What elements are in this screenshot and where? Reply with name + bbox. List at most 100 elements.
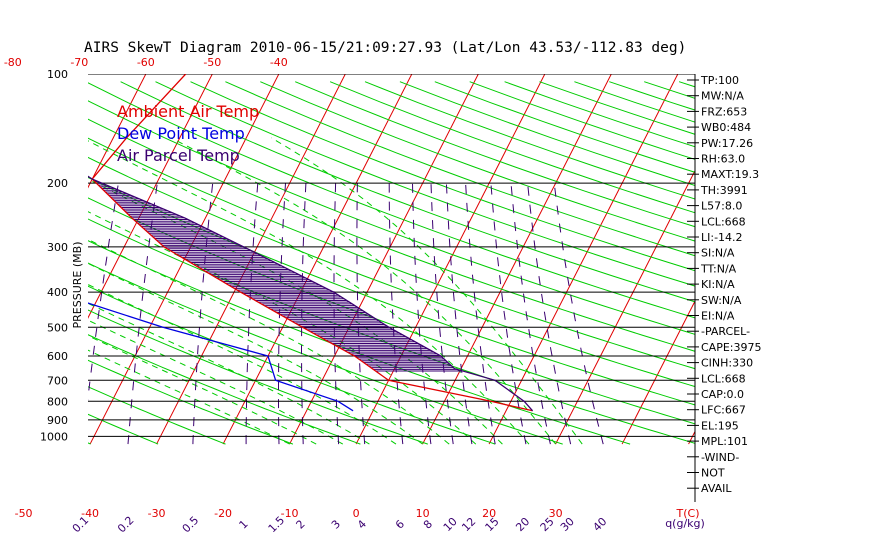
- dry-adiabat-line: [225, 81, 695, 257]
- pressure-tick-label: 300: [47, 241, 68, 254]
- index-entry: L57:8.0: [701, 200, 742, 213]
- chart-title: AIRS SkewT Diagram 2010-06-15/21:09:27.9…: [84, 40, 686, 56]
- dry-adiabat-line: [260, 81, 695, 242]
- indices-panel: TP:100 MW:N/A FRZ:653 WB0:484 PW:17.26 RH:63.…: [687, 74, 762, 495]
- index-entry: -PARCEL-: [701, 325, 750, 338]
- index-entry: MPL:101: [701, 435, 748, 448]
- dry-adiabat-line: [88, 156, 695, 388]
- dry-adiabat-line: [295, 81, 695, 228]
- mixing-ratio-line: [430, 183, 454, 445]
- dry-adiabat-line: [88, 262, 563, 445]
- dry-adiabat-line: [0, 82, 23, 444]
- isotherm-line: [156, 74, 346, 445]
- dry-adiabat-line: [88, 197, 695, 425]
- index-entry: SW:N/A: [701, 294, 742, 307]
- dry-adiabat-line: [364, 81, 695, 200]
- top-temp-tick-label: -40: [270, 56, 288, 69]
- mixing-ratio-line: [88, 183, 119, 402]
- dry-adiabat-line: [88, 82, 695, 319]
- isotherm-line: [422, 74, 612, 445]
- mixing-ratio-line: [553, 183, 604, 445]
- index-entry: LI:-14.2: [701, 231, 743, 244]
- legend-entry: Air Parcel Temp: [117, 146, 240, 165]
- mixing-ratio-line: [527, 183, 572, 445]
- mixing-ratio-tick-label: 4: [355, 517, 369, 531]
- dry-adiabat-line: [88, 218, 695, 444]
- bottom-temp-tick-label: 0: [353, 507, 360, 520]
- mixing-ratio-tick-label: 1: [237, 517, 251, 531]
- mixing-ratio-tick-label: 8: [421, 517, 435, 531]
- bottom-temp-tick-label: 10: [416, 507, 430, 520]
- pressure-tick-label: 200: [47, 177, 68, 190]
- profiles-layer: [88, 74, 534, 412]
- index-entry: CAP:0.0: [701, 388, 744, 401]
- dry-adiabat-line: [155, 81, 695, 287]
- dry-adiabat-line: [504, 81, 695, 148]
- mixing-ratio-line: [356, 183, 366, 445]
- mixing-ratio-line: [388, 183, 404, 445]
- bottom-temp-tick-label: -40: [81, 507, 99, 520]
- mixing-ratio-line: [127, 183, 158, 445]
- dry-adiabat-line: [88, 176, 695, 406]
- isotherm-line: [488, 74, 679, 445]
- mixing-ratio-line: [412, 183, 432, 445]
- index-entry: TT:N/A: [700, 262, 737, 275]
- index-entry: LFC:667: [701, 404, 746, 417]
- mixing-ratio-line: [301, 183, 307, 445]
- mixing-ratio-tick-label: 0.2: [115, 514, 137, 536]
- dry-adiabat-line: [88, 359, 294, 445]
- dry-adiabat-line: [190, 81, 695, 272]
- dry-adiabat-line: [88, 137, 695, 370]
- dry-adiabat-line: [329, 81, 695, 214]
- mixing-ratio-tick-label: 10: [441, 515, 460, 534]
- index-entry: MW:N/A: [701, 90, 744, 103]
- bottom-temp-tick-label: -50: [15, 507, 33, 520]
- index-entry: LCL:668: [701, 215, 746, 228]
- mixing-ratio-line: [465, 183, 496, 445]
- mixing-ratio-tick-label: 12: [459, 515, 478, 534]
- isotherm-line: [755, 66, 870, 444]
- index-entry: MAXT:19.3: [701, 168, 759, 181]
- series-line: [88, 302, 354, 412]
- index-entry: TH:3991: [700, 184, 748, 197]
- mixing-ratio-unit: q(g/kg): [665, 517, 705, 530]
- index-entry: CAPE:3975: [701, 341, 762, 354]
- index-entry: TP:100: [700, 74, 739, 87]
- mixing-ratio-line: [278, 183, 286, 445]
- pressure-tick-label: 100: [47, 68, 68, 81]
- legend-entry: Dew Point Temp: [117, 124, 245, 143]
- index-entry: EI:N/A: [701, 310, 735, 323]
- y-axis-label: PRESSURE (MB): [71, 242, 84, 329]
- dry-adiabat-line: [434, 81, 695, 173]
- index-entry: FRZ:653: [701, 105, 747, 118]
- index-entry: KI:N/A: [701, 278, 735, 291]
- bottom-temp-tick-label: -20: [214, 507, 232, 520]
- bottom-temp-tick-label: -30: [148, 507, 166, 520]
- top-temp-tick-label: -60: [137, 56, 155, 69]
- top-temp-tick-label: -80: [4, 56, 22, 69]
- mixing-ratio-line: [510, 183, 551, 445]
- mixing-ratio-line: [333, 183, 340, 445]
- dry-adiabat-line: [88, 386, 226, 445]
- isotherm-line: [89, 74, 280, 445]
- mixing-ratio-tick-label: 6: [393, 517, 407, 531]
- isotherm-line: [0, 66, 17, 444]
- legend: Ambient Air Temp Dew Point Temp Air Parcel…: [117, 102, 259, 165]
- bottom-temp-tick-label: 20: [482, 507, 496, 520]
- dry-adiabat-line: [88, 118, 695, 352]
- pressure-tick-label: 1000: [40, 430, 68, 443]
- pressure-tick-label: 700: [47, 374, 68, 387]
- series-line: [88, 175, 534, 412]
- dry-adiabat-line: [88, 100, 695, 335]
- mixing-ratio-line: [192, 183, 214, 445]
- top-temp-tick-label: -50: [203, 56, 221, 69]
- dry-adiabat-line: [644, 81, 695, 99]
- mixing-ratio-line: [445, 183, 473, 445]
- pressure-tick-label: 800: [47, 395, 68, 408]
- isotherm-line: [621, 300, 695, 445]
- mixing-ratio-tick-label: 40: [590, 515, 609, 534]
- dry-adiabat-line: [120, 81, 695, 303]
- pressure-tick-label: 400: [47, 286, 68, 299]
- mixing-ratio-line: [490, 183, 527, 445]
- mixing-ratio-line: [245, 183, 259, 445]
